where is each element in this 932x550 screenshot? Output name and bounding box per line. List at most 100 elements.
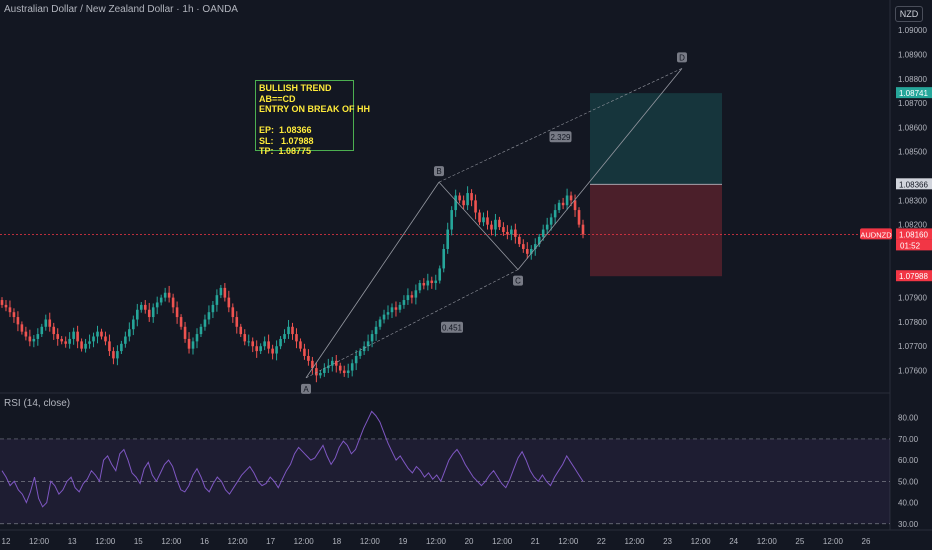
pattern-point-badge [513,275,523,286]
time-tick-label: 22 [597,537,606,546]
price-tick-label: 1.08200 [898,221,927,230]
candle-body [514,229,517,237]
grid-lines [0,0,932,531]
candle-body [541,229,545,237]
candle-body [44,319,48,327]
candle-body [430,280,434,284]
candle-body [506,231,509,235]
pattern-leg [438,181,519,270]
pattern-point-label: B [436,167,441,176]
candle-body [553,210,557,218]
candle-body [92,336,95,342]
candle-body [227,297,231,308]
candle-body [84,343,87,349]
time-tick-label: 21 [531,537,540,546]
ratio-badge [549,131,572,143]
candle-body [370,334,374,342]
candle-body [32,338,36,342]
trade-note[interactable]: BULLISH TREND AB==CD ENTRY ON BREAK OF H… [255,80,370,156]
candle-body [239,326,243,335]
candle-body [247,341,251,343]
pattern-leg [305,181,440,379]
time-axis: 12 12:00 13 12:00 15 12:00 16 12:00 17 12:00 18 12:… [2,537,871,546]
candle-body [342,370,346,373]
time-tick-label: 13 [68,537,77,546]
rsi-tick-label: 80.00 [898,414,919,423]
candle-body [175,307,179,318]
candle-body [474,200,477,213]
candle-body [255,346,258,352]
candle-body [319,372,322,376]
candle-body [279,338,282,347]
candle-body [108,341,111,352]
candle-body [581,224,585,235]
candle-body [418,283,422,291]
candle-body [195,334,199,342]
time-tick-label: 23 [663,537,672,546]
candle-body [334,360,338,366]
candle-body [207,312,211,320]
currency-badge[interactable]: NZD [895,6,923,22]
candle-body [573,200,577,211]
price-tick-label: 1.08900 [898,50,927,59]
candle-body [72,331,75,339]
candle-body [454,195,457,211]
candle-body [561,202,565,206]
candle-body [159,297,163,303]
price-tick-label: 1.08500 [898,148,927,157]
candle-body [40,326,44,335]
candle-body [354,355,358,364]
candle-body [120,343,123,352]
candle-body [494,219,497,230]
symbol-tag-label: AUDNZD [860,230,892,239]
candle-body [267,341,270,349]
candle-body [151,307,155,318]
candle-body [486,217,489,225]
candle-body [291,326,294,335]
time-tick-label: 12:00 [228,537,249,546]
candle-body [577,210,581,225]
pattern-diagonal [305,269,519,379]
chart-title: Australian Dollar / New Zealand Dollar ·… [4,4,238,15]
candle-body [60,338,63,342]
candle-body [522,244,525,249]
time-tick-label: 12:00 [95,537,116,546]
candle-body [358,351,362,356]
candle-body [136,309,139,320]
candle-body [167,292,171,298]
pattern-point-label: C [515,277,521,286]
candle-body [223,287,227,298]
candle-body [518,236,521,245]
candle-body [243,334,247,342]
price-tick-label: 1.07900 [898,294,927,303]
candle-body [378,319,382,327]
candle-body [549,217,553,225]
candle-body [529,248,533,254]
candle-body [533,244,537,249]
candle-body [510,229,513,235]
candle-body [525,248,529,254]
candle-body [446,229,449,249]
candle-body [36,334,40,339]
time-tick-label: 17 [266,537,275,546]
candle-body [450,210,453,230]
candle-body [124,336,127,344]
price-tag [896,178,932,190]
ratio-label: 0.451 [442,324,463,333]
candle-body [8,307,12,313]
candle-body [438,268,442,281]
price-tick-label: 1.07600 [898,367,927,376]
candle-body [414,290,418,298]
candle-body [251,341,255,347]
candle-body [187,338,191,349]
time-tick-label: 20 [465,537,474,546]
candle-body [219,287,223,296]
candle-body [315,368,318,376]
candle-body [215,295,219,305]
candle-body [330,360,334,366]
candle-body [287,326,290,335]
candle-body [100,331,103,337]
candle-body [374,326,378,335]
